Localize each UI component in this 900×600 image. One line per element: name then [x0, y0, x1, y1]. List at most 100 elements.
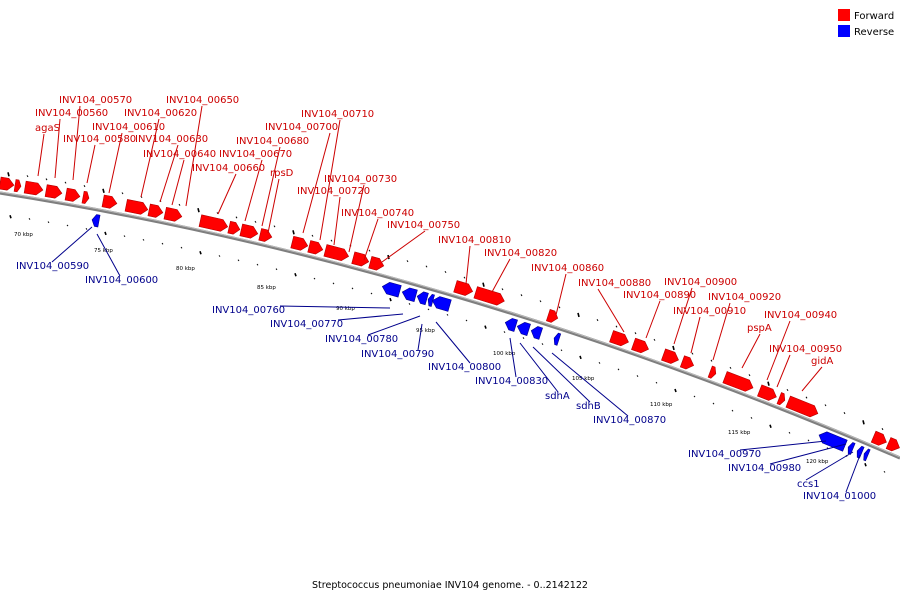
tick-mark-outer: [558, 306, 561, 309]
tick-mark-inner: [389, 297, 392, 302]
forward-gene-feature: [870, 430, 887, 446]
tick-mark-outer: [368, 249, 371, 252]
forward-leader-line: [690, 316, 701, 354]
forward-gene-label: INV104_00810: [438, 235, 511, 246]
tick-mark-inner: [85, 228, 88, 230]
tick-mark-inner: [788, 431, 791, 434]
forward-gene-feature: [722, 371, 754, 392]
forward-leader-line: [302, 132, 331, 234]
forward-gene-feature: [307, 240, 324, 255]
tick-mark-inner: [541, 343, 544, 346]
reverse-gene-label: INV104_00760: [212, 305, 285, 316]
tick-mark-inner: [655, 381, 658, 384]
forward-gene-label: INV104_00910: [673, 306, 746, 317]
tick-mark-outer: [862, 420, 865, 425]
tick-mark-inner: [465, 319, 468, 322]
reverse-leader-line: [435, 321, 471, 364]
legend: Forward Reverse: [838, 9, 894, 38]
forward-gene-label: INV104_00650: [166, 95, 239, 106]
forward-leader-line: [363, 218, 379, 261]
tick-mark-inner: [47, 221, 50, 224]
reverse-gene-feature: [381, 282, 402, 298]
tick-mark-inner: [294, 273, 297, 277]
forward-gene-feature: [323, 244, 350, 262]
forward-gene-feature: [198, 214, 229, 232]
tick-mark-inner: [180, 246, 183, 249]
reverse-leader-line: [519, 342, 559, 393]
forward-gene-label: INV104_00680: [236, 136, 309, 147]
forward-gene-feature: [453, 280, 474, 296]
reverse-gene-label: INV104_00830: [475, 376, 548, 387]
forward-gene-feature: [707, 365, 717, 379]
tick-mark-outer: [786, 388, 789, 392]
forward-gene-label: INV104_00570: [59, 95, 132, 106]
tick-mark-inner: [636, 375, 639, 377]
reverse-leader-line: [367, 315, 421, 336]
tick-mark-inner: [560, 349, 563, 352]
forward-gene-label: INV104_00720: [297, 186, 370, 197]
reverse-gene-feature: [530, 326, 543, 340]
tick-mark-inner: [199, 250, 202, 255]
reverse-gene-label: INV104_00780: [325, 334, 398, 345]
forward-leader-line: [37, 133, 45, 177]
tick-mark-inner: [351, 287, 354, 290]
forward-gene-label: INV104_00700: [265, 122, 338, 133]
reverse-gene-label: INV104_01000: [803, 491, 876, 502]
reverse-gene-feature: [553, 332, 562, 346]
tick-mark-inner: [142, 238, 145, 241]
forward-leader-line: [766, 320, 791, 381]
tick-mark-outer: [615, 325, 618, 328]
forward-gene-feature: [124, 199, 149, 215]
tick-mark-outer: [7, 172, 10, 177]
forward-leader-line: [159, 144, 179, 203]
scale-tick-label: 120 kbp: [806, 459, 829, 465]
tick-mark-inner: [712, 402, 715, 405]
tick-mark-outer: [425, 265, 428, 268]
legend-reverse-swatch: [838, 25, 850, 37]
tick-mark-inner: [807, 439, 810, 442]
reverse-gene-label: INV104_00800: [428, 362, 501, 373]
forward-leader-line: [491, 258, 511, 293]
tick-mark-outer: [672, 345, 675, 351]
reverse-leader-line: [805, 451, 854, 481]
forward-gene-label: rpsD: [270, 168, 294, 179]
forward-gene-feature: [609, 330, 629, 347]
forward-gene-label: INV104_00940: [764, 310, 837, 321]
forward-gene-feature: [163, 206, 183, 222]
forward-gene-label: INV104_00920: [708, 292, 781, 303]
scale-tick-label: 95 kbp: [416, 328, 435, 334]
reverse-leader-line: [532, 346, 591, 403]
tick-mark-outer: [102, 188, 105, 194]
reverse-gene-label: sdhB: [576, 401, 601, 412]
forward-gene-label: INV104_00670: [219, 149, 292, 160]
reverse-leader-line: [769, 443, 847, 465]
tick-mark-outer: [482, 282, 485, 287]
forward-gene-label: INV104_00640: [143, 149, 216, 160]
tick-mark-outer: [311, 234, 314, 237]
forward-gene-feature: [661, 348, 679, 364]
reverse-gene-label: sdhA: [545, 391, 570, 402]
tick-mark-outer: [444, 271, 447, 274]
tick-mark-inner: [750, 417, 753, 419]
reverse-gene-feature: [516, 322, 531, 336]
forward-gene-label: INV104_00820: [484, 248, 557, 259]
tick-mark-outer: [406, 260, 409, 263]
forward-gene-label: INV104_00950: [769, 344, 842, 355]
forward-leader-line: [776, 354, 791, 388]
tick-mark-inner: [731, 409, 734, 412]
tick-mark-outer: [254, 220, 257, 223]
scale-tick-label: 115 kbp: [728, 430, 751, 436]
tick-mark-outer: [710, 359, 713, 362]
forward-gene-label: INV104_00890: [623, 290, 696, 301]
forward-leader-line: [319, 119, 341, 241]
tick-mark-outer: [463, 276, 466, 279]
forward-gene-label: INV104_00740: [341, 208, 414, 219]
tick-mark-inner: [313, 277, 316, 280]
reverse-gene-label: ccs1: [797, 479, 820, 490]
forward-leader-line: [381, 230, 426, 263]
scale-tick-label: 100 kbp: [493, 351, 516, 357]
genome-backbone-highlight: [0, 191, 900, 458]
reverse-leader-line: [551, 352, 629, 417]
tick-mark-inner: [237, 259, 240, 262]
